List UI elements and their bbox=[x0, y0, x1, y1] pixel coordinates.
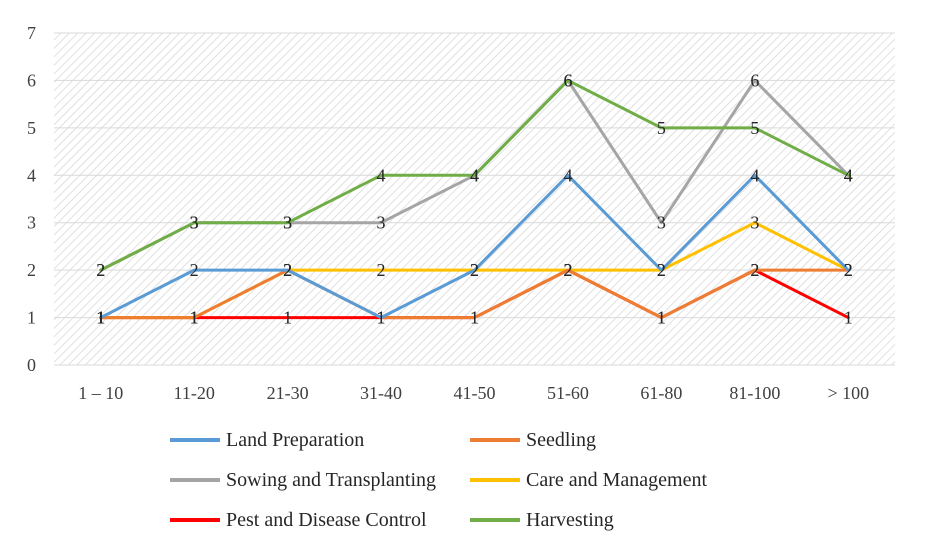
y-tick-label: 5 bbox=[27, 118, 36, 138]
x-tick-label: 11-20 bbox=[174, 383, 215, 403]
x-tick-label: 31-40 bbox=[360, 383, 402, 403]
y-tick-label: 6 bbox=[27, 70, 36, 90]
data-label-seedling: 2 bbox=[844, 260, 853, 280]
data-label-sowing-and-transplanting: 3 bbox=[283, 213, 292, 233]
legend-swatch bbox=[470, 478, 520, 482]
legend-item-harvesting[interactable]: Harvesting bbox=[470, 506, 770, 534]
legend-item-care-and-management[interactable]: Care and Management bbox=[470, 466, 770, 494]
data-label-land-preparation: 4 bbox=[563, 165, 572, 185]
series-line-land-preparation bbox=[99, 173, 850, 320]
legend-item-sowing-and-transplanting[interactable]: Sowing and Transplanting bbox=[170, 466, 470, 494]
data-label-harvesting: 3 bbox=[283, 213, 292, 233]
legend-label: Harvesting bbox=[526, 508, 614, 531]
data-label-pest-and-disease-control: 2 bbox=[563, 260, 572, 280]
data-label-care-and-management: 1 bbox=[96, 308, 105, 328]
data-label-sowing-and-transplanting: 6 bbox=[750, 70, 759, 90]
data-label-pest-and-disease-control: 2 bbox=[750, 260, 759, 280]
legend-swatch bbox=[170, 518, 220, 522]
data-label-seedling: 2 bbox=[563, 260, 572, 280]
y-tick-label: 4 bbox=[27, 165, 36, 185]
data-label-seedling: 1 bbox=[470, 308, 479, 328]
data-label-land-preparation: 2 bbox=[190, 260, 199, 280]
data-label-sowing-and-transplanting: 4 bbox=[470, 165, 479, 185]
data-label-seedling: 2 bbox=[750, 260, 759, 280]
y-axis: 0 1 2 3 4 5 6 7 bbox=[27, 23, 36, 375]
data-label-seedling: 1 bbox=[190, 308, 199, 328]
plot-area bbox=[54, 33, 895, 365]
legend-swatch bbox=[470, 518, 520, 522]
x-tick-label: 21-30 bbox=[267, 383, 309, 403]
data-label-care-and-management: 3 bbox=[750, 213, 759, 233]
y-tick-label: 7 bbox=[27, 23, 36, 43]
data-label-pest-and-disease-control: 1 bbox=[470, 308, 479, 328]
data-label-land-preparation: 2 bbox=[844, 260, 853, 280]
x-tick-label: 1 – 10 bbox=[78, 383, 123, 403]
data-label-pest-and-disease-control: 1 bbox=[377, 308, 386, 328]
data-label-seedling: 2 bbox=[283, 260, 292, 280]
data-label-land-preparation: 1 bbox=[96, 308, 105, 328]
data-label-sowing-and-transplanting: 3 bbox=[377, 213, 386, 233]
legend: Land Preparation Seedling Sowing and Tra… bbox=[170, 426, 790, 534]
series-lines bbox=[99, 78, 850, 320]
data-label-care-and-management: 2 bbox=[563, 260, 572, 280]
data-label-care-and-management: 2 bbox=[377, 260, 386, 280]
x-tick-label: > 100 bbox=[827, 383, 869, 403]
y-tick-label: 1 bbox=[27, 308, 36, 328]
legend-label: Care and Management bbox=[526, 468, 708, 491]
data-label-harvesting: 4 bbox=[377, 165, 386, 185]
data-label-seedling: 1 bbox=[377, 308, 386, 328]
data-label-pest-and-disease-control: 1 bbox=[96, 308, 105, 328]
data-label-land-preparation: 1 bbox=[377, 308, 386, 328]
data-label-land-preparation: 2 bbox=[657, 260, 666, 280]
data-label-seedling: 1 bbox=[657, 308, 666, 328]
data-label-pest-and-disease-control: 1 bbox=[657, 308, 666, 328]
series-line-seedling bbox=[99, 268, 850, 320]
legend-item-seedling[interactable]: Seedling bbox=[470, 426, 770, 454]
data-label-land-preparation: 2 bbox=[470, 260, 479, 280]
y-tick-label: 3 bbox=[27, 213, 36, 233]
x-axis: 1 – 10 11-20 21-30 31-40 41-50 51-60 61-80 81-1… bbox=[78, 383, 869, 403]
data-label-harvesting: 4 bbox=[470, 165, 479, 185]
data-label-harvesting: 5 bbox=[657, 118, 666, 138]
data-label-pest-and-disease-control: 1 bbox=[283, 308, 292, 328]
x-tick-label: 61-80 bbox=[640, 383, 682, 403]
data-label-care-and-management: 1 bbox=[190, 308, 199, 328]
legend-label: Seedling bbox=[526, 428, 596, 451]
data-label-care-and-management: 2 bbox=[844, 260, 853, 280]
data-label-sowing-and-transplanting: 3 bbox=[190, 213, 199, 233]
series-line-harvesting bbox=[99, 78, 850, 272]
legend-label: Sowing and Transplanting bbox=[226, 468, 437, 491]
data-label-care-and-management: 2 bbox=[470, 260, 479, 280]
data-label-harvesting: 6 bbox=[563, 70, 572, 90]
legend-swatch bbox=[170, 478, 220, 482]
legend-swatch bbox=[170, 438, 220, 442]
data-label-sowing-and-transplanting: 2 bbox=[96, 260, 105, 280]
data-label-land-preparation: 4 bbox=[750, 165, 759, 185]
legend-label: Land Preparation bbox=[226, 428, 365, 451]
legend-item-pest-and-disease-control[interactable]: Pest and Disease Control bbox=[170, 506, 470, 534]
legend-swatch bbox=[470, 438, 520, 442]
data-label-land-preparation: 2 bbox=[283, 260, 292, 280]
x-tick-label: 41-50 bbox=[454, 383, 496, 403]
data-label-care-and-management: 2 bbox=[657, 260, 666, 280]
data-label-harvesting: 3 bbox=[190, 213, 199, 233]
x-tick-label: 51-60 bbox=[547, 383, 589, 403]
data-label-harvesting: 2 bbox=[96, 260, 105, 280]
data-label-pest-and-disease-control: 1 bbox=[190, 308, 199, 328]
data-label-sowing-and-transplanting: 4 bbox=[844, 165, 853, 185]
x-tick-label: 81-100 bbox=[729, 383, 780, 403]
legend-label: Pest and Disease Control bbox=[226, 508, 427, 531]
y-tick-label: 0 bbox=[27, 355, 36, 375]
data-label-care-and-management: 2 bbox=[283, 260, 292, 280]
data-label-sowing-and-transplanting: 3 bbox=[657, 213, 666, 233]
data-label-harvesting: 4 bbox=[844, 165, 853, 185]
data-label-seedling: 1 bbox=[96, 308, 105, 328]
legend-item-land-preparation[interactable]: Land Preparation bbox=[170, 426, 470, 454]
data-label-sowing-and-transplanting: 6 bbox=[563, 70, 572, 90]
y-tick-label: 2 bbox=[27, 260, 36, 280]
data-label-pest-and-disease-control: 1 bbox=[844, 308, 853, 328]
data-label-harvesting: 5 bbox=[750, 118, 759, 138]
